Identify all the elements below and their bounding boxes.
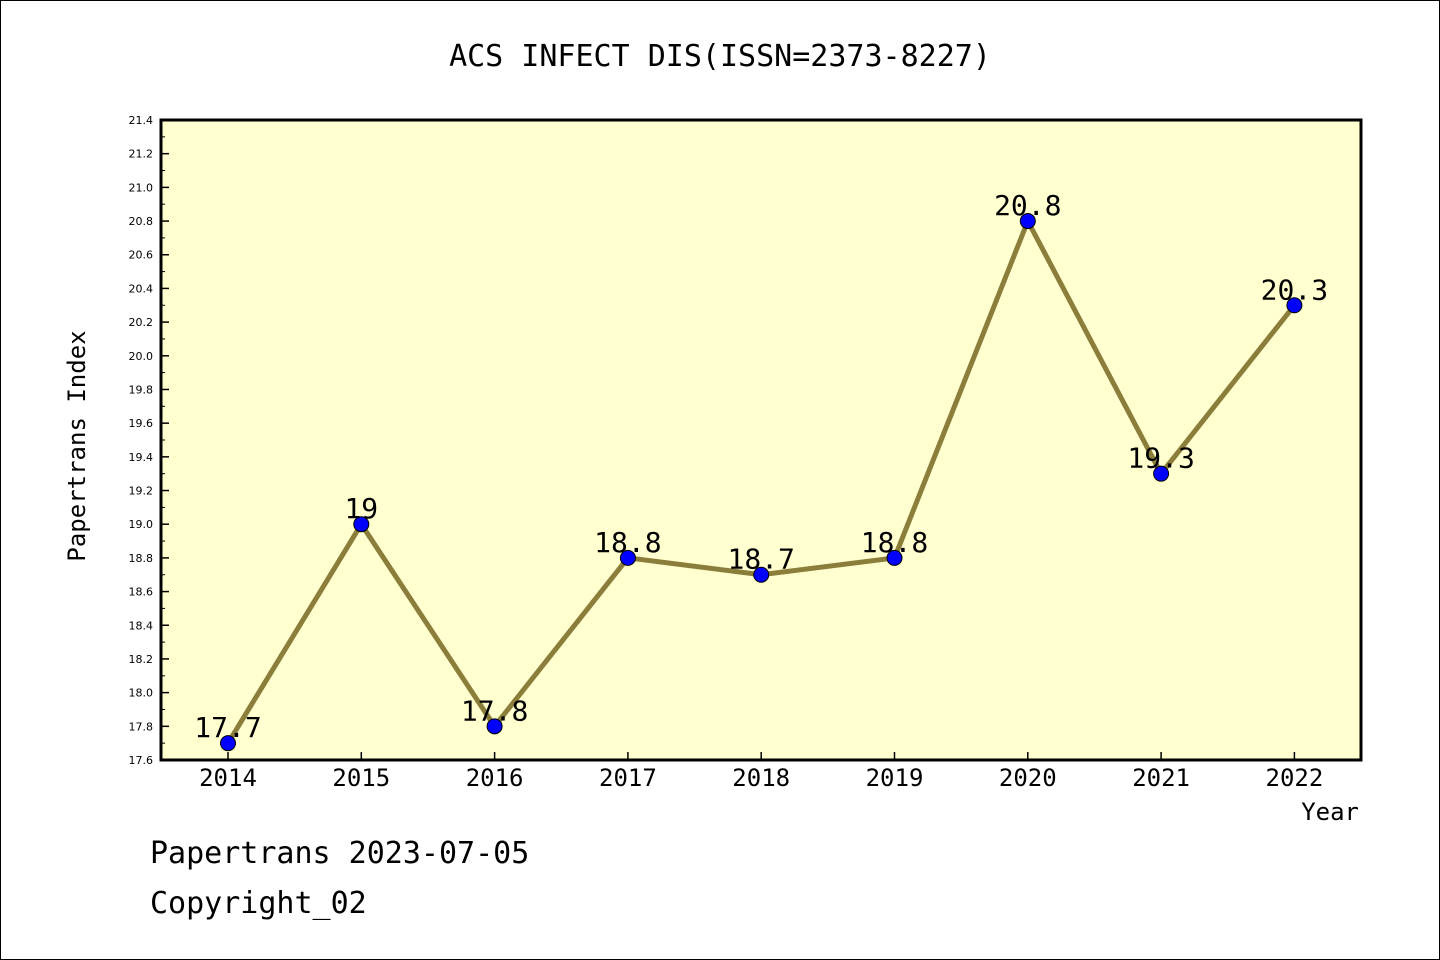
data-label: 20.8 bbox=[994, 189, 1061, 222]
y-tick-label: 21.2 bbox=[129, 148, 154, 161]
y-tick-label: 19.2 bbox=[129, 485, 154, 498]
data-label: 19 bbox=[344, 492, 378, 525]
data-point bbox=[353, 516, 370, 533]
x-tick-label: 2018 bbox=[732, 764, 790, 792]
data-label: 18.8 bbox=[594, 526, 661, 559]
data-label: 18.8 bbox=[861, 526, 928, 559]
data-point bbox=[753, 566, 770, 583]
y-tick-label: 18.4 bbox=[129, 619, 154, 632]
y-tick-label: 20.6 bbox=[129, 249, 154, 262]
x-axis-label: Year bbox=[1301, 798, 1359, 826]
y-tick-label: 17.8 bbox=[129, 720, 154, 733]
chart-title: ACS INFECT DIS(ISSN=2373-8227) bbox=[449, 39, 991, 74]
data-point bbox=[220, 735, 236, 752]
data-label: 20.3 bbox=[1261, 273, 1328, 306]
y-tick-label: 19.4 bbox=[129, 451, 154, 464]
footer-copyright: Copyright_02 bbox=[150, 886, 367, 921]
y-tick-label: 20.0 bbox=[129, 350, 154, 363]
x-axis: 2014 2015 2016 2017 2018 2019 2020 2021 2022 bbox=[199, 752, 1323, 792]
y-tick-label: 18.8 bbox=[129, 552, 154, 565]
x-tick-label: 2015 bbox=[332, 764, 390, 792]
data-label: 19.3 bbox=[1127, 442, 1194, 475]
data-label: 17.8 bbox=[461, 694, 528, 727]
x-tick-label: 2021 bbox=[1132, 764, 1190, 792]
x-tick-label: 2014 bbox=[199, 764, 257, 792]
y-tick-label: 17.6 bbox=[129, 754, 154, 767]
data-point bbox=[1019, 213, 1036, 230]
y-tick-label: 21.4 bbox=[129, 114, 154, 127]
plot-area bbox=[159, 118, 1363, 762]
data-point bbox=[1286, 297, 1303, 314]
y-tick-label: 19.8 bbox=[129, 383, 154, 396]
x-tick-label: 2020 bbox=[999, 764, 1057, 792]
y-tick-label: 20.2 bbox=[129, 316, 154, 329]
y-axis-label: Papertrans Index bbox=[63, 330, 91, 561]
y-tick-label: 18.2 bbox=[129, 653, 154, 666]
y-tick-label: 20.8 bbox=[129, 215, 154, 228]
footer-date: Papertrans 2023-07-05 bbox=[150, 836, 530, 871]
y-tick-label: 21.0 bbox=[129, 181, 154, 194]
y-axis: 17.6 17.8 18.0 18.2 18.4 18.6 18.8 19.0 19.2 19.4… bbox=[129, 114, 169, 767]
y-tick-label: 19.6 bbox=[129, 417, 154, 430]
data-point bbox=[486, 718, 503, 735]
x-tick-label: 2019 bbox=[866, 764, 924, 792]
x-tick-label: 2017 bbox=[599, 764, 657, 792]
series-layer bbox=[220, 213, 1303, 752]
data-point bbox=[1153, 465, 1170, 482]
data-label: 18.7 bbox=[727, 543, 794, 576]
x-tick-label: 2016 bbox=[466, 764, 524, 792]
y-tick-label: 18.6 bbox=[129, 586, 154, 599]
data-labels: 17.7 19 17.8 18.8 18.7 18.8 20.8 19.3 20.3 bbox=[194, 189, 1328, 744]
y-tick-label: 19.0 bbox=[129, 518, 154, 531]
data-label: 17.7 bbox=[194, 711, 261, 744]
x-tick-label: 2022 bbox=[1266, 764, 1324, 792]
y-tick-label: 18.0 bbox=[129, 687, 154, 700]
data-point bbox=[886, 549, 903, 566]
y-tick-label: 20.4 bbox=[129, 282, 154, 295]
data-point bbox=[619, 549, 636, 566]
